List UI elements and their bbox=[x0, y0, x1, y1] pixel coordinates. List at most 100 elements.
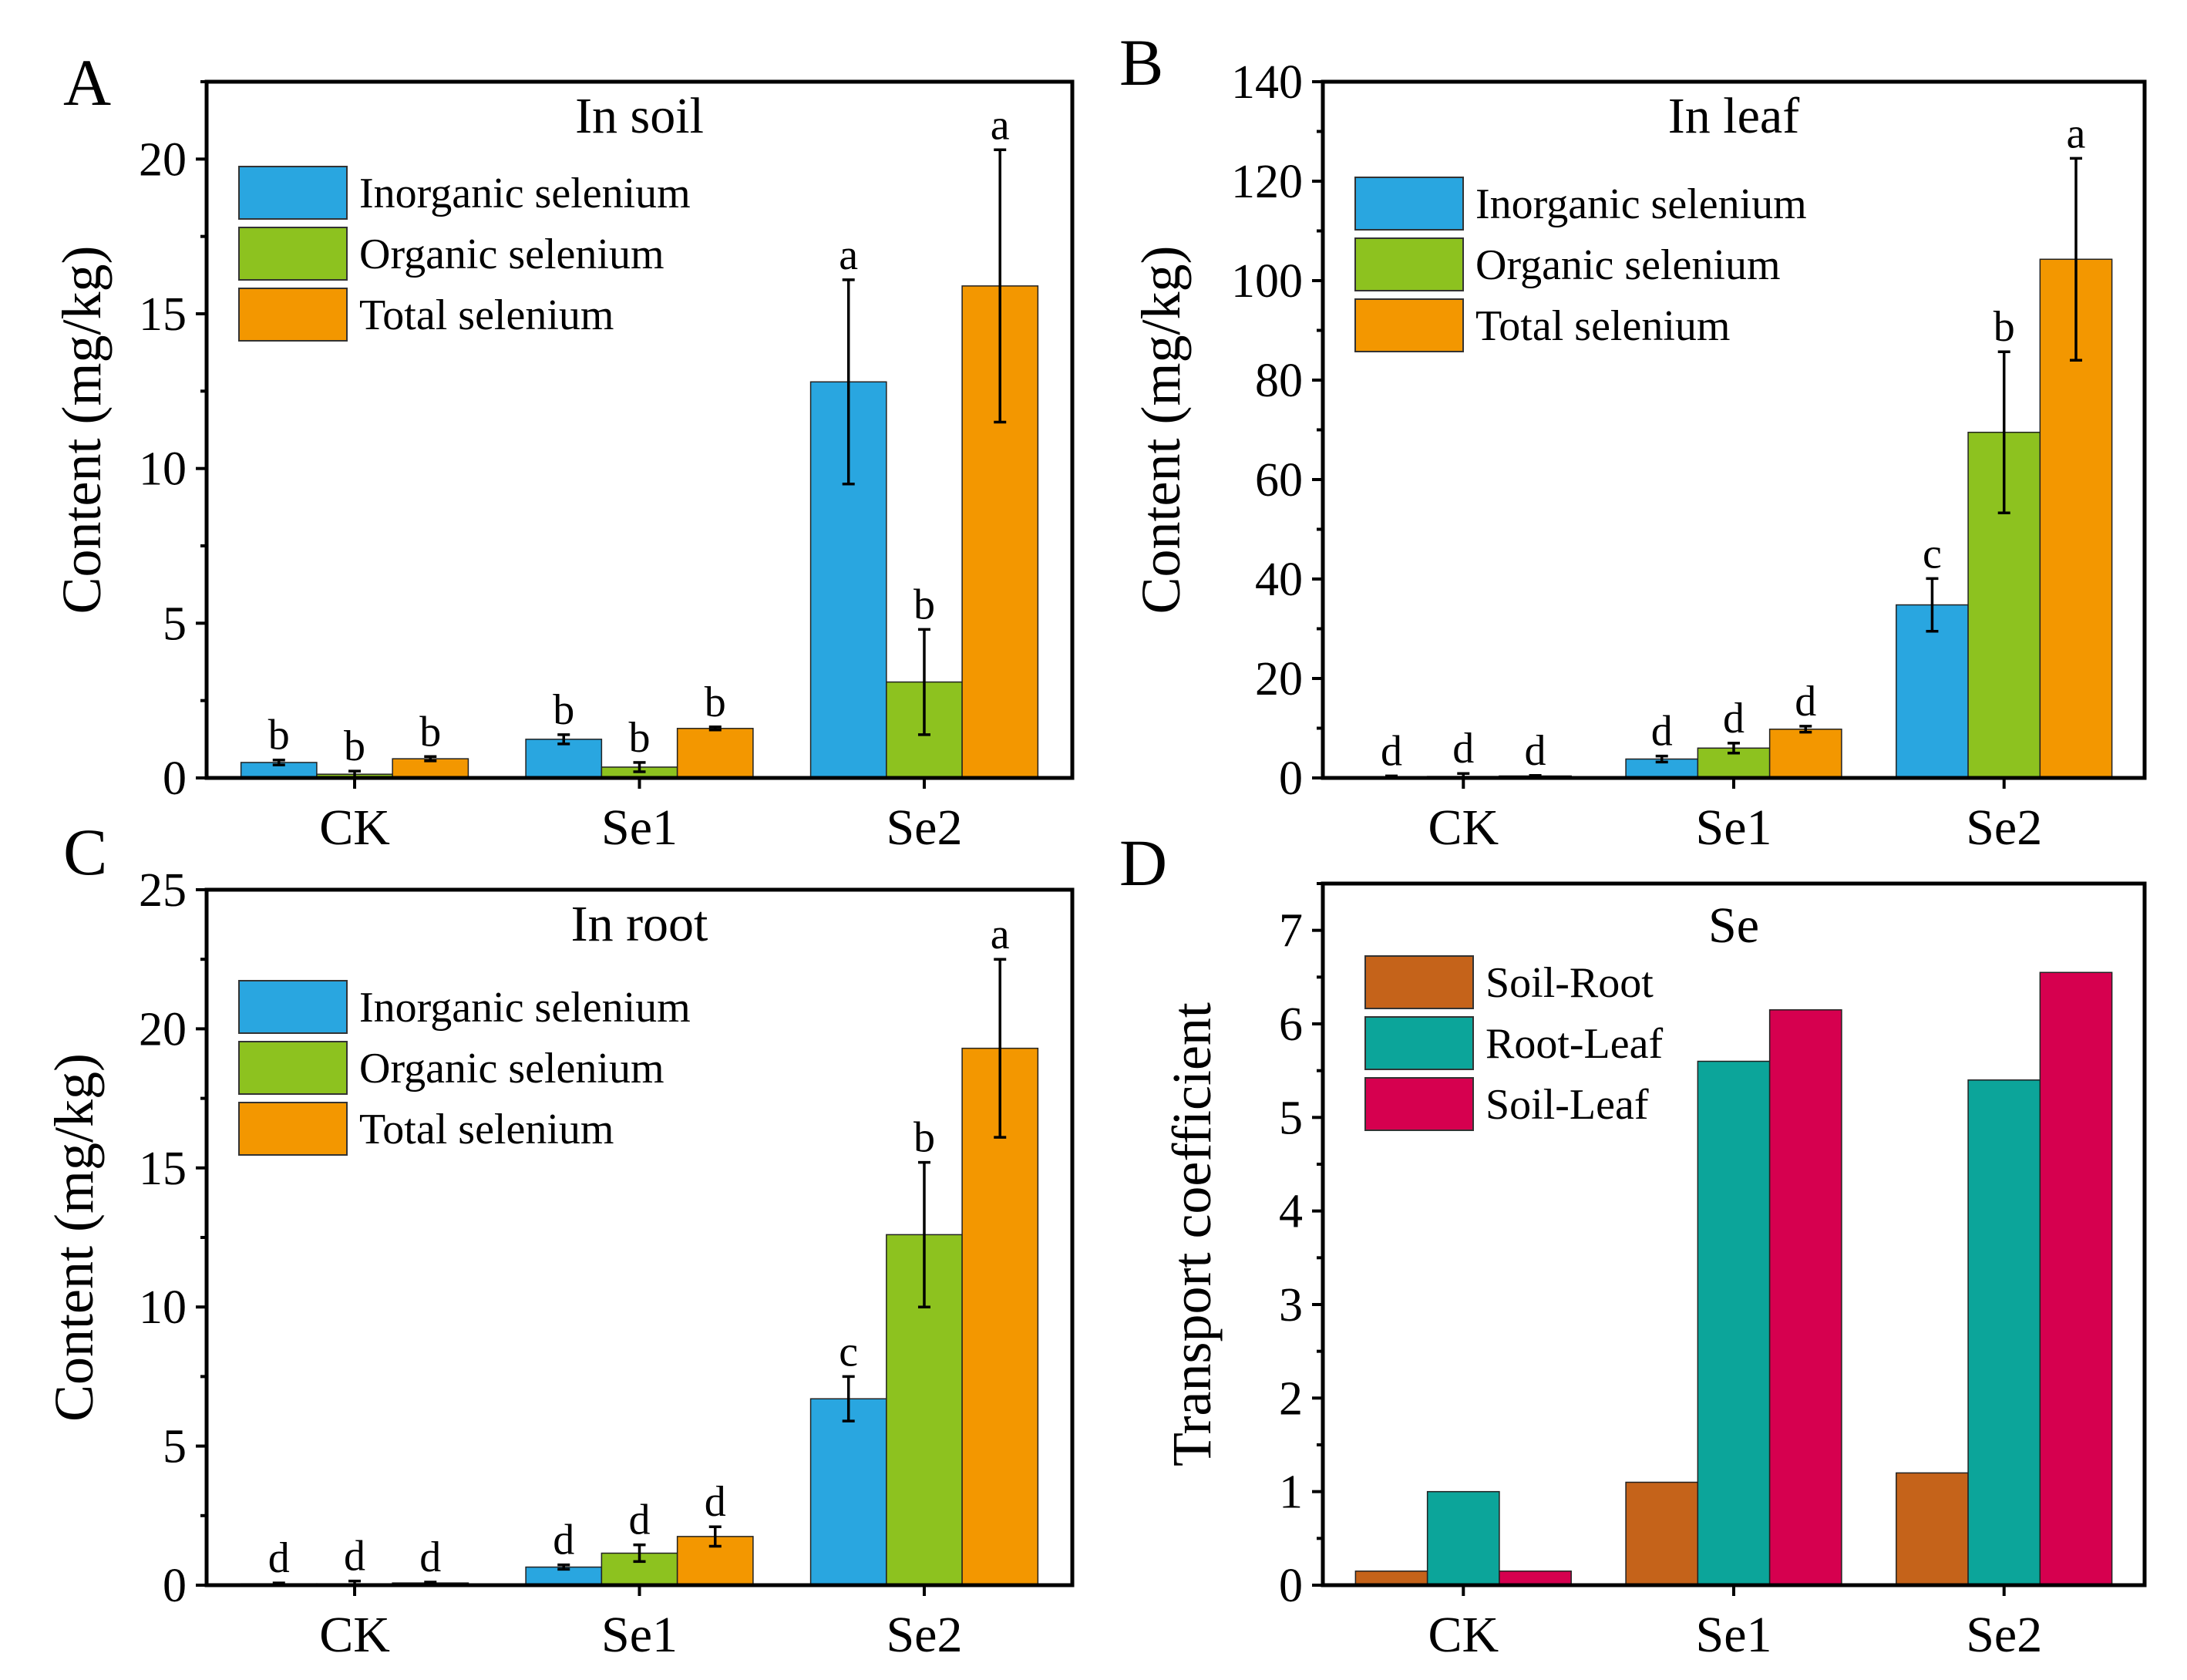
plot-frame bbox=[1321, 881, 2147, 1587]
legend-label-3: Total selenium bbox=[1475, 302, 1730, 350]
significance-label: b bbox=[705, 678, 726, 726]
y-axis-label: Transport coefficient bbox=[1161, 1002, 1223, 1466]
bar-se1-3 bbox=[676, 728, 754, 779]
legend-swatch-3 bbox=[1364, 1077, 1474, 1131]
bar-se1-1 bbox=[1625, 1481, 1699, 1586]
panel-letter: A bbox=[63, 45, 111, 120]
x-tick-label: Se2 bbox=[886, 800, 962, 856]
bar-se1-3 bbox=[1768, 729, 1842, 779]
legend-swatch-1 bbox=[1364, 955, 1474, 1009]
significance-label: c bbox=[1923, 530, 1942, 577]
y-tick-label: 140 bbox=[1231, 56, 1303, 109]
y-axis-label: Content (mg/kg) bbox=[1130, 246, 1192, 614]
legend-label-1: Inorganic selenium bbox=[359, 170, 691, 217]
y-tick-label: 0 bbox=[1279, 1560, 1303, 1612]
y-tick-label: 120 bbox=[1231, 156, 1303, 208]
legend-swatch-1 bbox=[238, 980, 348, 1034]
panel-c: Cd d d CK d d d Se1 c b a Se2 0 5 10 15 20 25 Content (mg/… bbox=[43, 815, 1075, 1663]
x-tick-label: CK bbox=[319, 1607, 390, 1663]
y-tick-label: 1 bbox=[1279, 1466, 1303, 1519]
legend-label-2: Organic selenium bbox=[359, 1045, 665, 1093]
y-tick-label: 0 bbox=[163, 1560, 187, 1612]
significance-label: b bbox=[419, 708, 441, 756]
legend-label-2: Root-Leaf bbox=[1485, 1020, 1663, 1068]
significance-label: b bbox=[629, 714, 651, 762]
y-tick-label: 25 bbox=[139, 864, 187, 917]
y-tick-label: 2 bbox=[1279, 1372, 1303, 1425]
significance-label: d bbox=[1651, 708, 1673, 756]
bar-se2-1 bbox=[1896, 1472, 1969, 1586]
y-tick-label: 0 bbox=[163, 752, 187, 805]
significance-label: d bbox=[1723, 695, 1745, 742]
bar-se2-3 bbox=[2039, 971, 2113, 1586]
legend-label-2: Organic selenium bbox=[359, 231, 665, 278]
y-tick-label: 20 bbox=[1255, 653, 1303, 705]
bar-se1-2 bbox=[1697, 1060, 1771, 1586]
panel-letter: C bbox=[63, 815, 107, 889]
legend-swatch-3 bbox=[1354, 298, 1464, 352]
x-tick-label: CK bbox=[319, 800, 390, 856]
significance-label: b bbox=[553, 686, 574, 734]
legend-label-2: Organic selenium bbox=[1475, 241, 1781, 289]
legend-swatch-2 bbox=[238, 1041, 348, 1095]
legend-swatch-1 bbox=[238, 166, 348, 220]
x-tick-label: Se2 bbox=[1966, 1607, 2042, 1663]
significance-label: d bbox=[629, 1497, 651, 1544]
y-tick-label: 3 bbox=[1279, 1279, 1303, 1332]
legend-label-3: Soil-Leaf bbox=[1485, 1081, 1649, 1129]
legend-swatch-2 bbox=[1354, 237, 1464, 291]
y-tick-label: 40 bbox=[1255, 554, 1303, 606]
panel-d: D CK Se1 Se2 0 1 2 3 4 5 6 7 Transport coefficient Se… bbox=[1119, 826, 2147, 1663]
panel-letter: D bbox=[1119, 826, 1167, 900]
significance-label: a bbox=[2067, 109, 2086, 157]
bar-se2-1 bbox=[809, 1398, 887, 1586]
y-tick-label: 100 bbox=[1231, 255, 1303, 308]
significance-label: d bbox=[419, 1534, 441, 1581]
x-tick-label: Se1 bbox=[601, 800, 678, 856]
y-tick-label: 4 bbox=[1279, 1186, 1303, 1238]
chart-title: In root bbox=[571, 896, 708, 952]
panel-a: Ab b b CK b b b Se1 a b a Se2 0 5 10 15 20 Content (mg/kg… bbox=[51, 45, 1075, 856]
y-tick-label: 5 bbox=[163, 1421, 187, 1473]
chart-title: In leaf bbox=[1668, 88, 1799, 144]
chart-title: Se bbox=[1708, 897, 1759, 954]
significance-label: d bbox=[1525, 727, 1546, 775]
legend-label-3: Total selenium bbox=[359, 1106, 614, 1153]
legend-swatch-3 bbox=[238, 288, 348, 342]
bar-ck-2 bbox=[1426, 1490, 1500, 1586]
y-tick-label: 20 bbox=[139, 133, 187, 186]
significance-label: d bbox=[344, 1533, 365, 1581]
y-tick-label: 7 bbox=[1279, 905, 1303, 958]
y-tick-label: 5 bbox=[163, 598, 187, 650]
y-tick-label: 15 bbox=[139, 1143, 187, 1195]
y-tick-label: 0 bbox=[1279, 752, 1303, 805]
legend-label-1: Inorganic selenium bbox=[1475, 180, 1807, 228]
y-tick-label: 10 bbox=[139, 443, 187, 496]
y-tick-label: 80 bbox=[1255, 355, 1303, 407]
x-tick-label: Se1 bbox=[601, 1607, 678, 1663]
significance-label: d bbox=[705, 1478, 726, 1526]
y-tick-label: 60 bbox=[1255, 454, 1303, 507]
significance-label: b bbox=[913, 1114, 935, 1162]
x-tick-label: Se1 bbox=[1696, 1607, 1772, 1663]
significance-label: a bbox=[991, 101, 1010, 149]
legend-label-1: Soil-Root bbox=[1485, 959, 1654, 1007]
y-axis-label: Content (mg/kg) bbox=[51, 246, 113, 614]
panel-letter: B bbox=[1119, 25, 1163, 99]
significance-label: b bbox=[1994, 303, 2015, 351]
x-tick-label: Se2 bbox=[886, 1607, 962, 1663]
bar-se2-1 bbox=[1896, 604, 1969, 779]
bar-se2-2 bbox=[1967, 1079, 2041, 1586]
x-tick-label: CK bbox=[1428, 1607, 1499, 1663]
legend-label-3: Total selenium bbox=[359, 291, 614, 339]
significance-label: b bbox=[268, 712, 290, 759]
y-axis-label: Content (mg/kg) bbox=[43, 1053, 105, 1422]
significance-label: d bbox=[1381, 727, 1402, 775]
significance-label: c bbox=[839, 1328, 858, 1375]
chart-title: In soil bbox=[575, 88, 704, 144]
significance-label: a bbox=[839, 231, 858, 279]
significance-label: d bbox=[553, 1517, 574, 1564]
y-tick-label: 10 bbox=[139, 1281, 187, 1334]
